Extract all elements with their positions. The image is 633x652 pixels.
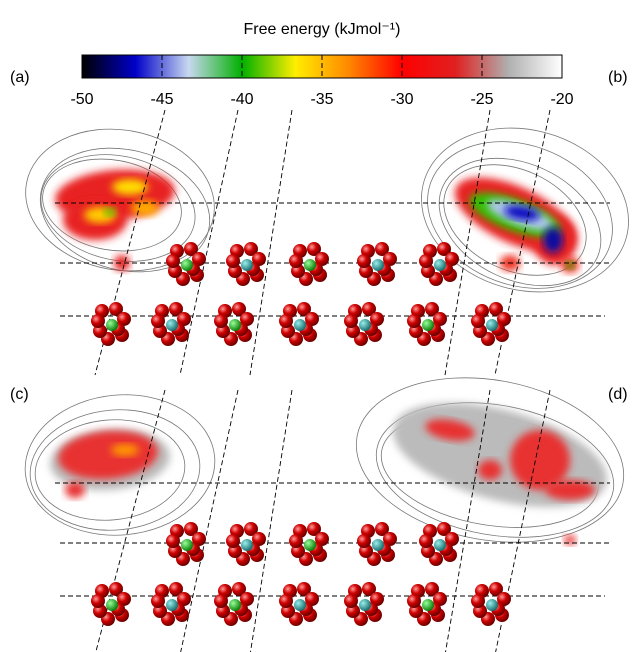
tick-label: -25	[470, 91, 493, 108]
central-atom	[229, 599, 241, 611]
energy-region	[65, 482, 85, 498]
molecule	[151, 302, 191, 346]
molecule	[166, 522, 206, 566]
colorbar-title: Free energy (kJmol⁻¹)	[244, 21, 401, 38]
oxygen-atom	[471, 594, 485, 608]
molecule	[407, 302, 447, 346]
energy-region	[111, 444, 139, 456]
energy-region	[566, 261, 574, 269]
molecule	[166, 242, 206, 286]
tick-label: -35	[310, 91, 333, 108]
central-atom	[359, 319, 371, 331]
figure: Free energy (kJmol⁻¹) (a) (b) (c) (d) -5…	[0, 0, 633, 652]
oxygen-atom	[289, 254, 303, 268]
oxygen-atom	[357, 254, 371, 268]
molecule	[419, 522, 459, 566]
oxygen-atom	[151, 314, 165, 328]
energy-region	[131, 200, 159, 216]
tick-label: -20	[550, 91, 573, 108]
molecule	[279, 302, 319, 346]
oxygen-atom	[407, 594, 421, 608]
central-atom	[181, 539, 193, 551]
central-atom	[372, 539, 384, 551]
molecule	[214, 582, 254, 626]
panel-label: (c)	[10, 386, 29, 403]
molecule	[151, 582, 191, 626]
tick-label: -45	[150, 91, 173, 108]
central-atom	[166, 319, 178, 331]
central-atom	[106, 599, 118, 611]
oxygen-atom	[357, 534, 371, 548]
central-atom	[229, 319, 241, 331]
central-atom	[434, 259, 446, 271]
central-atom	[422, 319, 434, 331]
molecule	[344, 582, 384, 626]
molecule	[279, 582, 319, 626]
molecule	[226, 522, 266, 566]
panel-label: (b)	[608, 69, 628, 86]
panel-label: (d)	[608, 386, 628, 403]
oxygen-atom	[226, 254, 240, 268]
molecule	[419, 242, 459, 286]
oxygen-atom	[226, 534, 240, 548]
oxygen-atom	[344, 314, 358, 328]
oxygen-atom	[419, 534, 433, 548]
molecule	[91, 302, 131, 346]
oxygen-atom	[279, 314, 293, 328]
molecule	[407, 582, 447, 626]
molecule	[226, 242, 266, 286]
central-atom	[166, 599, 178, 611]
molecule	[289, 522, 329, 566]
molecule	[289, 242, 329, 286]
central-atom	[486, 599, 498, 611]
energy-region	[104, 208, 116, 216]
central-atom	[294, 319, 306, 331]
energy-region	[564, 535, 576, 545]
oxygen-atom	[151, 594, 165, 608]
molecule	[357, 242, 397, 286]
oxygen-atom	[471, 314, 485, 328]
oxygen-atom	[407, 314, 421, 328]
molecule	[344, 302, 384, 346]
oxygen-atom	[166, 534, 180, 548]
panel-label: (a)	[10, 69, 30, 86]
central-atom	[304, 259, 316, 271]
central-atom	[372, 259, 384, 271]
oxygen-atom	[289, 534, 303, 548]
central-atom	[106, 319, 118, 331]
molecule	[91, 582, 131, 626]
tick-label: -40	[230, 91, 253, 108]
molecule	[471, 302, 511, 346]
central-atom	[359, 599, 371, 611]
central-atom	[241, 259, 253, 271]
oxygen-atom	[344, 594, 358, 608]
central-atom	[294, 599, 306, 611]
energy-region	[478, 460, 502, 480]
tick-label: -50	[70, 91, 93, 108]
oxygen-atom	[214, 314, 228, 328]
molecule	[471, 582, 511, 626]
oxygen-atom	[166, 254, 180, 268]
central-atom	[486, 319, 498, 331]
page: Free energy (kJmol⁻¹) (a) (b) (c) (d) -5…	[0, 0, 633, 652]
central-atom	[304, 539, 316, 551]
energy-region	[112, 179, 148, 195]
oxygen-atom	[91, 594, 105, 608]
central-atom	[241, 539, 253, 551]
central-atom	[434, 539, 446, 551]
oxygen-atom	[214, 594, 228, 608]
molecule	[214, 302, 254, 346]
central-atom	[422, 599, 434, 611]
oxygen-atom	[419, 254, 433, 268]
central-atom	[181, 259, 193, 271]
oxygen-atom	[91, 314, 105, 328]
energy-region	[543, 227, 563, 253]
molecule	[357, 522, 397, 566]
panels	[14, 106, 633, 652]
oxygen-atom	[279, 594, 293, 608]
tick-label: -30	[390, 91, 413, 108]
